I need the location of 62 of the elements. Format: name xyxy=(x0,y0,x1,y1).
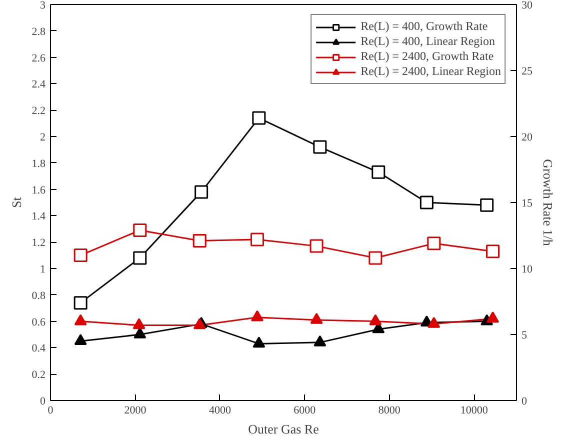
y-tick-label: 1.8 xyxy=(32,158,46,170)
legend-label: Re(L) = 2400, Growth Rate xyxy=(360,49,494,64)
y2-tick-label: 10 xyxy=(522,264,533,276)
y-tick-label: 1 xyxy=(40,264,46,276)
point xyxy=(486,312,500,323)
y2-axis-title: Growth Rate 1/h xyxy=(540,159,556,246)
point xyxy=(252,111,266,125)
y2-tick-label: 20 xyxy=(522,132,533,144)
point xyxy=(133,251,147,265)
y-tick-label: 2.2 xyxy=(32,105,46,118)
legend-label: Re(L) = 400, Growth Rate xyxy=(360,19,488,34)
y2-tick-label: 30 xyxy=(522,0,533,12)
y-tick-label: 0.4 xyxy=(32,342,46,355)
x-axis-title: Outer Gas Re xyxy=(248,422,320,436)
point xyxy=(250,310,264,322)
point xyxy=(133,223,147,237)
point xyxy=(74,248,88,262)
point xyxy=(313,140,327,154)
point xyxy=(372,165,386,179)
y-tick-label: 1.4 xyxy=(32,210,46,223)
point xyxy=(310,239,324,253)
y2-tick-label: 0 xyxy=(522,396,528,408)
point xyxy=(427,236,441,250)
point xyxy=(486,244,500,258)
x-tick-label: 8000 xyxy=(378,404,401,416)
point xyxy=(368,251,382,265)
y-axis-title: St xyxy=(8,196,24,208)
y-tick-label: 0.8 xyxy=(32,290,46,302)
y-tick-label: 2.6 xyxy=(32,52,46,64)
y2-tick-label: 15 xyxy=(522,198,533,210)
x-tick-label: 2000 xyxy=(124,404,147,416)
y2-tick-label: 5 xyxy=(522,330,528,342)
point xyxy=(420,196,434,210)
point xyxy=(132,318,146,330)
x-tick-label: 6000 xyxy=(294,404,316,416)
x-tick-label: 10000 xyxy=(460,404,488,416)
y2-tick-label: 25 xyxy=(522,66,533,78)
point xyxy=(369,314,382,326)
point xyxy=(194,185,208,199)
point xyxy=(428,316,440,328)
y-tick-label: 2 xyxy=(40,132,46,144)
point xyxy=(250,232,264,246)
y-tick-label: 2.8 xyxy=(32,26,46,38)
y-tick-label: 0.2 xyxy=(32,369,46,382)
point xyxy=(314,335,326,346)
y-tick-label: 2.4 xyxy=(32,78,46,91)
x-tick-label: 0 xyxy=(48,404,54,416)
point xyxy=(74,314,87,326)
legend-label: Re(L) = 400, Linear Region xyxy=(360,34,495,49)
point xyxy=(480,198,494,212)
point xyxy=(192,234,206,248)
y-tick-label: 1.2 xyxy=(32,237,46,250)
point xyxy=(252,336,266,348)
y-tick-label: 0.6 xyxy=(32,316,46,328)
point xyxy=(74,296,88,310)
legend-label: Re(L) = 2400, Linear Region xyxy=(360,64,501,79)
y-tick-label: 3 xyxy=(40,0,46,12)
y-tick-label: 0 xyxy=(40,396,46,408)
y-tick-label: 1.6 xyxy=(32,184,46,196)
x-tick-label: 4000 xyxy=(208,404,232,416)
point xyxy=(310,312,323,324)
point xyxy=(74,334,87,346)
